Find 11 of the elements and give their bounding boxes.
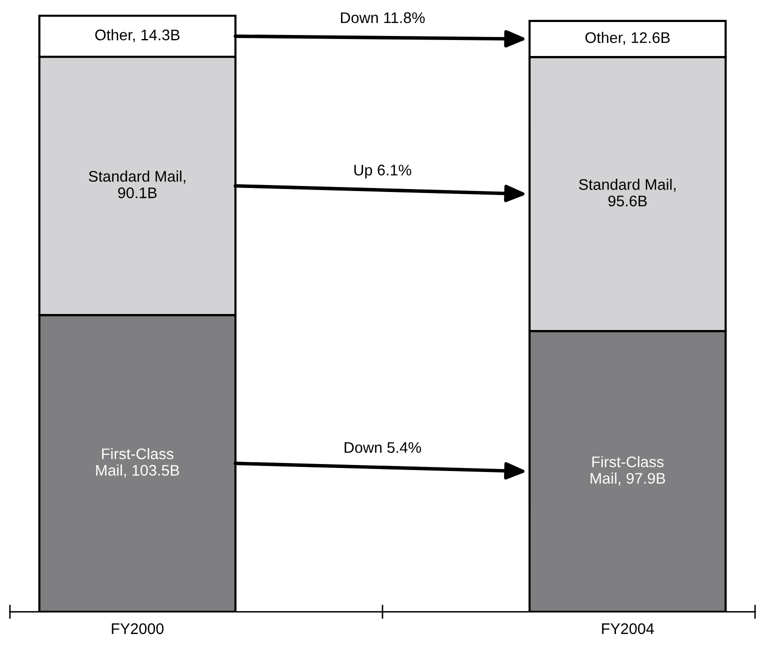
x-tick-label: FY2004 bbox=[602, 623, 654, 634]
data-label: Other, 12.6B bbox=[585, 32, 670, 45]
data-label: First-Class Mail, 103.5B bbox=[96, 448, 180, 478]
annotation: Down 5.4% bbox=[344, 442, 422, 453]
annotation: Down 11.8% bbox=[341, 12, 425, 24]
data-label: First-Class Mail, 97.9B bbox=[590, 456, 666, 486]
data-label: Standard Mail, 95.6B bbox=[579, 178, 676, 206]
x-tick-label: FY2000 bbox=[112, 623, 164, 634]
annotation: Up 6.1% bbox=[354, 164, 412, 179]
data-label: Standard Mail, 90.1B bbox=[88, 170, 186, 198]
data-label: Other, 14.3B bbox=[95, 29, 180, 42]
